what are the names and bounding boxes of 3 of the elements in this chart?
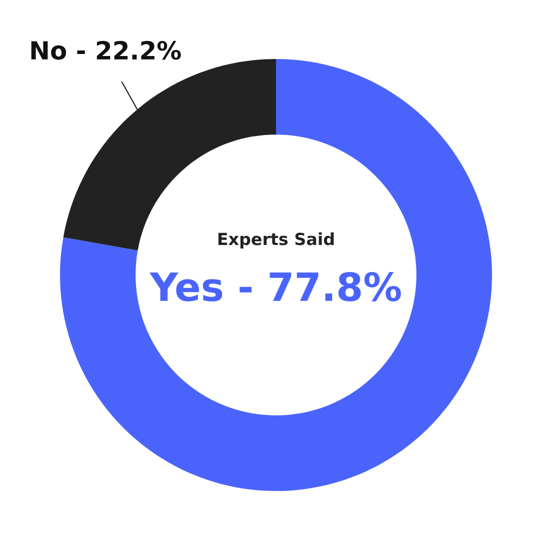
slice-label: Yes - 77.8% xyxy=(149,272,401,302)
slice-label: No - 22.2% xyxy=(31,40,181,60)
text: Experts Said xyxy=(218,232,334,249)
